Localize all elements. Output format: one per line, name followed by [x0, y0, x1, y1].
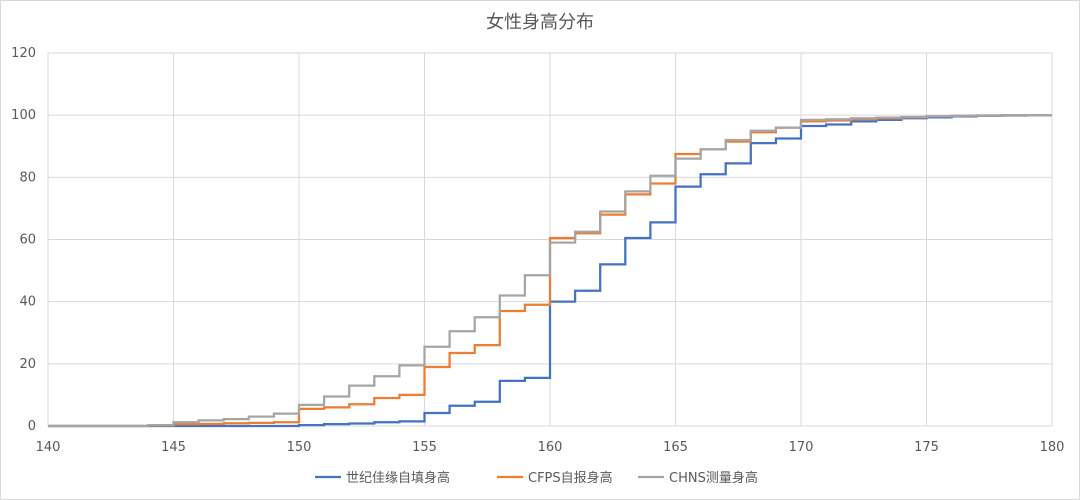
x-tick-label: 150 — [287, 440, 312, 455]
legend: 世纪佳缘自填身高 CFPS自报身高 CHNS测量身高 — [315, 470, 758, 486]
y-tick-label: 100 — [11, 108, 36, 123]
y-tick-label: 60 — [19, 233, 36, 248]
legend-label-3: CHNS测量身高 — [669, 470, 758, 486]
y-tick-label: 80 — [19, 170, 36, 185]
series-line-3 — [48, 114, 1052, 428]
x-tick-label: 165 — [663, 440, 688, 455]
y-tick-label: 20 — [19, 357, 36, 372]
x-tick-label: 175 — [914, 440, 939, 455]
x-tick-label: 145 — [161, 440, 186, 455]
chart-title: 女性身高分布 — [486, 12, 594, 33]
series-lines — [48, 114, 1052, 428]
y-tick-label: 0 — [28, 419, 36, 434]
x-tick-label: 155 — [412, 440, 437, 455]
y-tick-label: 40 — [19, 295, 36, 310]
legend-label-2: CFPS自报身高 — [528, 470, 613, 486]
x-tick-label: 160 — [538, 440, 563, 455]
axis-labels: 0 20 40 60 80 100 120 140 145 150 155 160 165 170 175 1… — [11, 46, 1064, 455]
y-tick-label: 120 — [11, 46, 36, 61]
x-tick-label: 170 — [789, 440, 814, 455]
x-tick-label: 140 — [36, 440, 61, 455]
x-tick-label: 180 — [1040, 440, 1065, 455]
legend-label-1: 世纪佳缘自填身高 — [346, 470, 450, 486]
